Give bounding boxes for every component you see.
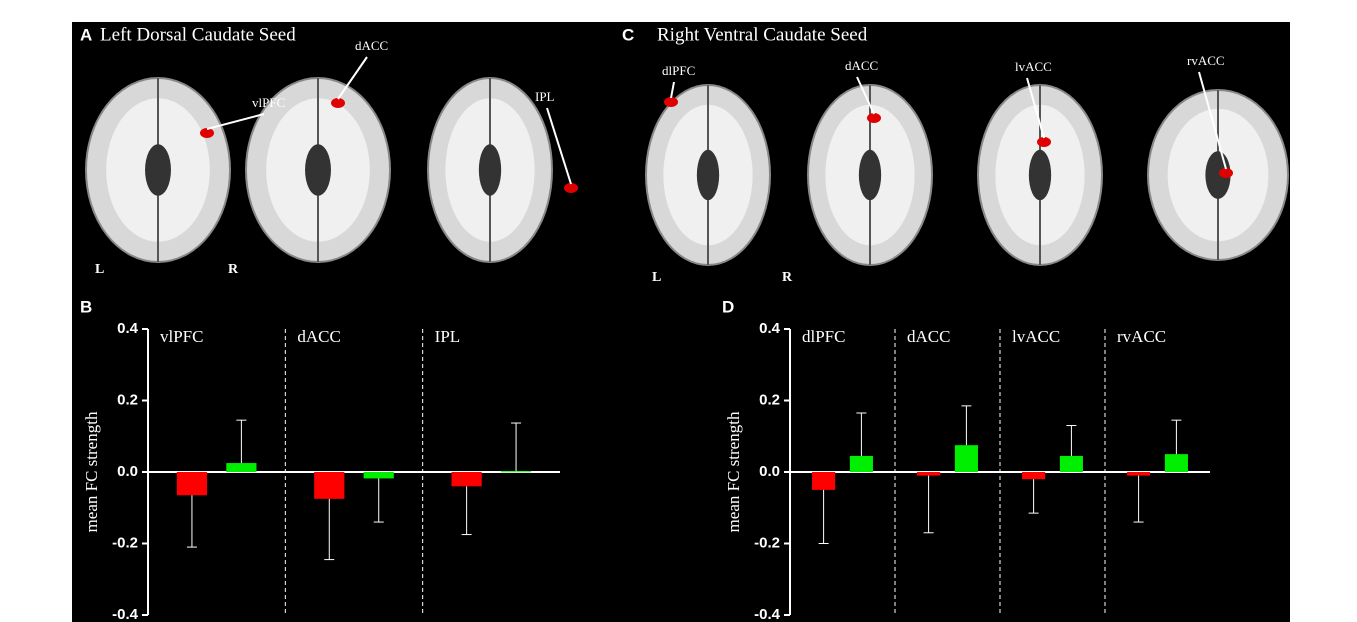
group-label: dlPFC (802, 327, 845, 346)
bar (850, 456, 873, 472)
bar (955, 445, 978, 472)
y-tick-label: 0.0 (117, 463, 138, 480)
region-label: vlPFC (252, 95, 285, 110)
activation-cluster (331, 98, 345, 108)
bar (1060, 456, 1083, 472)
bar (812, 472, 835, 490)
bar (1022, 472, 1045, 479)
panel-letter: A (80, 25, 92, 44)
y-tick-label: -0.4 (112, 606, 139, 622)
group-label: dACC (297, 327, 340, 346)
panel-title: Left Dorsal Caudate Seed (100, 24, 296, 45)
region-label: dlPFC (662, 63, 695, 78)
bar (314, 472, 344, 499)
ventricle (305, 144, 331, 196)
activation-cluster (664, 97, 678, 107)
activation-cluster (867, 113, 881, 123)
activation-cluster (1219, 168, 1233, 178)
group-label: vlPFC (160, 327, 203, 346)
orientation-left: L (652, 270, 661, 285)
bar (177, 472, 207, 495)
bar (452, 472, 482, 486)
y-tick-label: -0.4 (754, 606, 781, 622)
region-label: dACC (845, 58, 878, 73)
orientation-left: L (95, 262, 104, 277)
panel-letter: B (80, 297, 92, 316)
y-tick-label: 0.2 (117, 391, 138, 408)
group-label: IPL (435, 327, 461, 346)
bar (501, 471, 531, 472)
y-axis-label: mean FC strength (82, 411, 101, 532)
region-label: dACC (355, 38, 388, 53)
panel-letter: D (722, 297, 734, 316)
region-label: lvACC (1015, 59, 1052, 74)
region-label: rvACC (1187, 53, 1225, 68)
y-tick-label: 0.4 (759, 320, 781, 337)
orientation-right: R (782, 270, 793, 285)
activation-cluster (564, 183, 578, 193)
ventricle (145, 144, 171, 196)
bar (1127, 472, 1150, 476)
panel-title: Right Ventral Caudate Seed (657, 24, 868, 45)
y-tick-label: -0.2 (112, 534, 138, 551)
y-tick-label: 0.0 (759, 463, 780, 480)
ventricle (1029, 150, 1051, 200)
group-label: dACC (907, 327, 950, 346)
ventricle (479, 144, 501, 196)
group-label: lvACC (1012, 327, 1060, 346)
orientation-right: R (228, 262, 239, 277)
y-tick-label: 0.4 (117, 320, 139, 337)
bar (917, 472, 940, 476)
y-tick-label: -0.2 (754, 534, 780, 551)
bar (1165, 454, 1188, 472)
ventricle (697, 150, 719, 200)
group-label: rvACC (1117, 327, 1166, 346)
figure: A Left Dorsal Caudate Seed vlPFC dACC IPL L R C… (0, 0, 1357, 622)
bar (226, 463, 256, 472)
y-axis-label: mean FC strength (724, 411, 743, 532)
panel-letter: C (622, 25, 634, 44)
ventricle (859, 150, 881, 200)
activation-cluster (1037, 137, 1051, 147)
region-label: IPL (535, 89, 555, 104)
bar (364, 472, 394, 478)
activation-cluster (200, 128, 214, 138)
y-tick-label: 0.2 (759, 391, 780, 408)
